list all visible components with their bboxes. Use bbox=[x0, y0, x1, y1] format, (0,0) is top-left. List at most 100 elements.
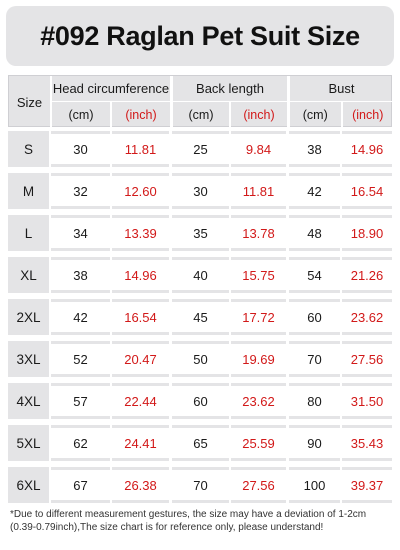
bust-header: Bust (cm) (inch) bbox=[290, 76, 393, 128]
column-divider bbox=[49, 425, 51, 461]
unit-cm: (cm) bbox=[68, 108, 94, 122]
size-column-header: Size bbox=[16, 94, 43, 110]
head-cm-cell: 38 bbox=[51, 260, 110, 290]
back-cm-cell: 50 bbox=[172, 344, 229, 374]
table-row: 3XL 52 20.47 50 19.69 70 27.56 bbox=[8, 341, 392, 377]
column-divider bbox=[169, 467, 172, 503]
column-divider bbox=[49, 131, 51, 167]
bust-inch-cell: 39.37 bbox=[342, 470, 392, 500]
head-inch-cell: 12.60 bbox=[112, 176, 169, 206]
size-cell: 2XL bbox=[16, 309, 41, 325]
size-cell: S bbox=[23, 141, 33, 157]
bust-cm-cell: 60 bbox=[289, 302, 340, 332]
column-divider bbox=[110, 341, 112, 377]
head-inch-cell: 14.96 bbox=[112, 260, 169, 290]
column-divider bbox=[169, 257, 172, 293]
back-cm-cell: 45 bbox=[172, 302, 229, 332]
column-divider bbox=[110, 467, 112, 503]
column-divider bbox=[229, 425, 231, 461]
head-cm-cell: 52 bbox=[51, 344, 110, 374]
column-divider bbox=[286, 215, 289, 251]
group-title: Head circumference bbox=[52, 76, 170, 102]
back-inch-cell: 17.72 bbox=[231, 302, 286, 332]
column-divider bbox=[169, 299, 172, 335]
table-row: XL 38 14.96 40 15.75 54 21.26 bbox=[8, 257, 392, 293]
unit-cm: (cm) bbox=[188, 108, 214, 122]
column-divider bbox=[49, 341, 51, 377]
column-divider bbox=[49, 257, 51, 293]
title-banner: #092 Raglan Pet Suit Size bbox=[6, 6, 394, 66]
back-cm-cell: 25 bbox=[172, 134, 229, 164]
bust-cm-cell: 90 bbox=[289, 428, 340, 458]
head-inch-cell: 11.81 bbox=[112, 134, 169, 164]
size-cell: L bbox=[24, 225, 33, 241]
column-divider bbox=[286, 467, 289, 503]
header-divider bbox=[287, 76, 290, 128]
column-divider bbox=[340, 131, 342, 167]
unit-row: (cm) (inch) bbox=[173, 102, 287, 128]
bust-inch-cell: 14.96 bbox=[342, 134, 392, 164]
column-divider bbox=[110, 131, 112, 167]
size-cell: 6XL bbox=[16, 477, 41, 493]
table-body: S 30 11.81 25 9.84 38 14.96 M 32 12.60 30 11.81 42 16… bbox=[8, 131, 392, 509]
column-divider bbox=[229, 131, 231, 167]
size-cell: 3XL bbox=[16, 351, 41, 367]
group-title: Back length bbox=[173, 76, 287, 102]
column-divider bbox=[169, 383, 172, 419]
bust-inch-cell: 21.26 bbox=[342, 260, 392, 290]
column-divider bbox=[110, 215, 112, 251]
column-divider bbox=[169, 173, 172, 209]
head-inch-cell: 20.47 bbox=[112, 344, 169, 374]
column-divider bbox=[110, 383, 112, 419]
back-cm-cell: 60 bbox=[172, 386, 229, 416]
head-inch-cell: 26.38 bbox=[112, 470, 169, 500]
column-divider bbox=[110, 425, 112, 461]
column-divider bbox=[110, 173, 112, 209]
unit-divider bbox=[229, 102, 231, 128]
unit-divider bbox=[110, 102, 112, 128]
column-divider bbox=[110, 299, 112, 335]
header-divider bbox=[50, 76, 52, 128]
bust-cm-cell: 70 bbox=[289, 344, 340, 374]
head-cm-cell: 32 bbox=[51, 176, 110, 206]
bust-cm-cell: 48 bbox=[289, 218, 340, 248]
column-divider bbox=[229, 383, 231, 419]
table-row: L 34 13.39 35 13.78 48 18.90 bbox=[8, 215, 392, 251]
unit-inch: (inch) bbox=[243, 108, 275, 122]
head-cm-cell: 67 bbox=[51, 470, 110, 500]
table-row: 6XL 67 26.38 70 27.56 100 39.37 bbox=[8, 467, 392, 503]
column-divider bbox=[286, 341, 289, 377]
column-divider bbox=[229, 257, 231, 293]
column-divider bbox=[169, 425, 172, 461]
head-inch-cell: 13.39 bbox=[112, 218, 169, 248]
column-divider bbox=[286, 383, 289, 419]
column-divider bbox=[110, 257, 112, 293]
head-cm-cell: 62 bbox=[51, 428, 110, 458]
size-cell: 5XL bbox=[16, 435, 41, 451]
head-cm-cell: 57 bbox=[51, 386, 110, 416]
bust-cm-cell: 80 bbox=[289, 386, 340, 416]
head-inch-cell: 22.44 bbox=[112, 386, 169, 416]
back-inch-cell: 19.69 bbox=[231, 344, 286, 374]
column-divider bbox=[49, 173, 51, 209]
bust-cm-cell: 42 bbox=[289, 176, 340, 206]
table-row: S 30 11.81 25 9.84 38 14.96 bbox=[8, 131, 392, 167]
unit-inch: (inch) bbox=[352, 108, 384, 122]
back-cm-cell: 35 bbox=[172, 218, 229, 248]
header-divider bbox=[170, 76, 173, 128]
unit-row: (cm) (inch) bbox=[290, 102, 393, 128]
back-cm-cell: 65 bbox=[172, 428, 229, 458]
back-inch-cell: 11.81 bbox=[231, 176, 286, 206]
back-inch-cell: 27.56 bbox=[231, 470, 286, 500]
column-divider bbox=[169, 341, 172, 377]
back-cm-cell: 40 bbox=[172, 260, 229, 290]
head-cm-cell: 42 bbox=[51, 302, 110, 332]
back-inch-cell: 9.84 bbox=[231, 134, 286, 164]
head-cm-cell: 30 bbox=[51, 134, 110, 164]
table-row: M 32 12.60 30 11.81 42 16.54 bbox=[8, 173, 392, 209]
page-title: #092 Raglan Pet Suit Size bbox=[40, 20, 360, 51]
bust-cm-cell: 54 bbox=[289, 260, 340, 290]
column-divider bbox=[169, 131, 172, 167]
head-inch-cell: 24.41 bbox=[112, 428, 169, 458]
bust-inch-cell: 18.90 bbox=[342, 218, 392, 248]
